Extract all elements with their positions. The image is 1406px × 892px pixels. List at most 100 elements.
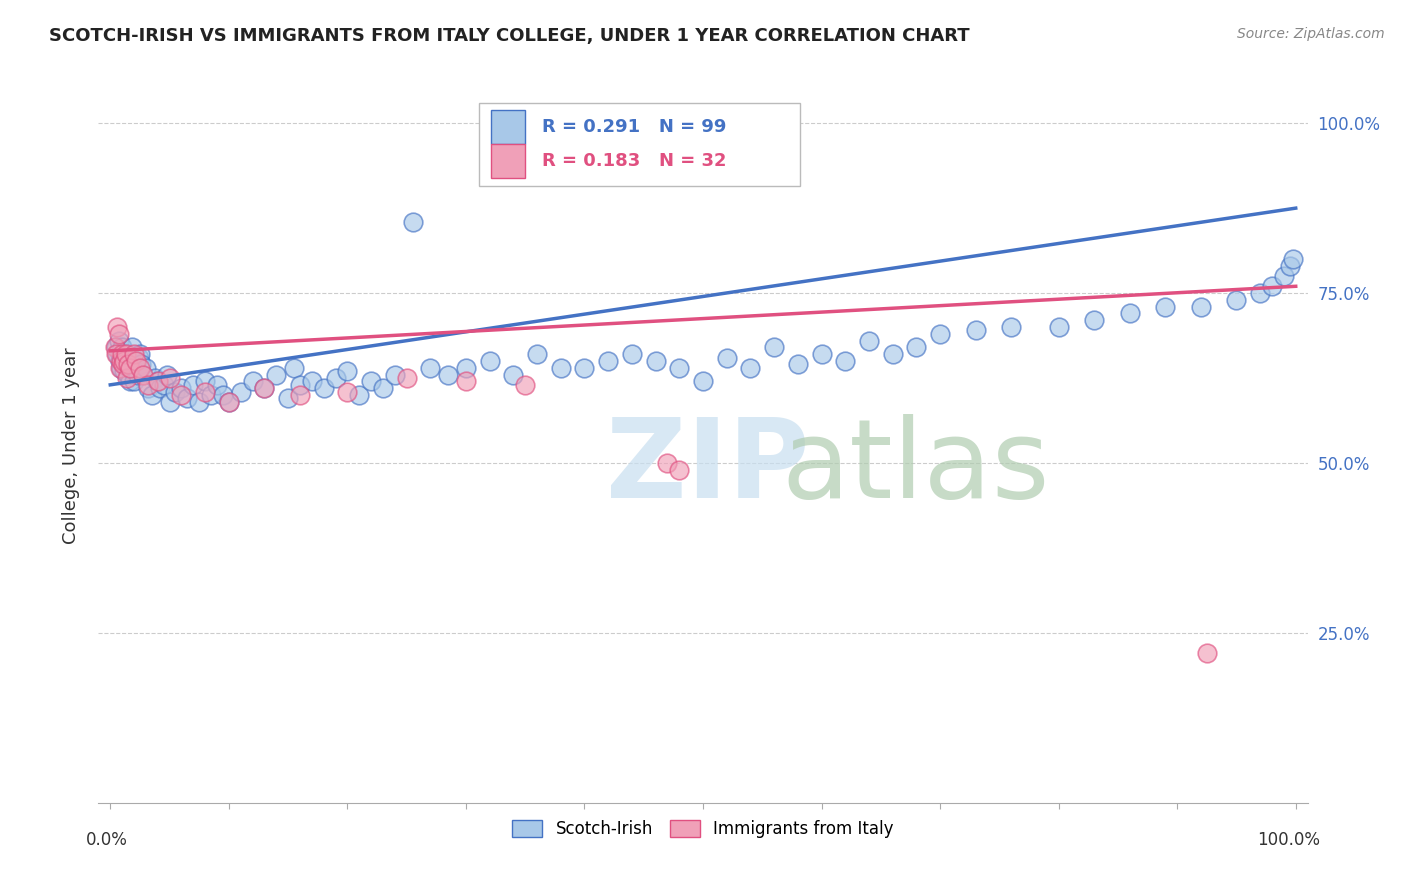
Point xyxy=(834,354,856,368)
Point xyxy=(181,377,204,392)
Point xyxy=(118,360,141,375)
Text: SCOTCH-IRISH VS IMMIGRANTS FROM ITALY COLLEGE, UNDER 1 YEAR CORRELATION CHART: SCOTCH-IRISH VS IMMIGRANTS FROM ITALY CO… xyxy=(49,27,970,45)
Point xyxy=(132,368,155,382)
Point xyxy=(437,368,460,382)
Point xyxy=(170,381,193,395)
Point xyxy=(129,358,152,372)
Point xyxy=(550,360,572,375)
Point xyxy=(141,388,163,402)
Point xyxy=(929,326,952,341)
Point xyxy=(159,371,181,385)
Point xyxy=(218,394,240,409)
Point xyxy=(114,354,136,368)
Point xyxy=(128,351,150,365)
Point xyxy=(1272,269,1295,284)
Point xyxy=(107,334,129,348)
Point xyxy=(882,347,904,361)
Point xyxy=(1225,293,1247,307)
Point xyxy=(620,347,643,361)
Point xyxy=(515,377,537,392)
Point xyxy=(108,354,131,368)
Point xyxy=(371,381,394,395)
Point xyxy=(105,347,128,361)
Point xyxy=(149,381,172,395)
Point xyxy=(127,368,149,382)
Point xyxy=(110,360,132,375)
Point xyxy=(401,215,423,229)
Point xyxy=(125,354,148,368)
Text: atlas: atlas xyxy=(782,414,1050,521)
Point xyxy=(336,364,359,378)
Point xyxy=(1261,279,1284,293)
Point xyxy=(170,388,193,402)
Point xyxy=(502,368,524,382)
Point xyxy=(117,358,139,372)
Point xyxy=(336,384,359,399)
Point xyxy=(454,375,477,389)
Point xyxy=(347,388,370,402)
Point xyxy=(644,354,666,368)
Text: ZIP: ZIP xyxy=(606,414,810,521)
Point xyxy=(810,347,832,361)
Point xyxy=(146,375,169,389)
Point xyxy=(1000,320,1022,334)
Point xyxy=(132,368,155,382)
Point xyxy=(1083,313,1105,327)
Point xyxy=(253,381,276,395)
Point xyxy=(1189,300,1212,314)
Point xyxy=(105,341,128,355)
Point xyxy=(108,347,131,361)
Point xyxy=(360,375,382,389)
Point xyxy=(229,384,252,399)
Point xyxy=(114,347,136,361)
Point xyxy=(114,354,136,368)
Point xyxy=(574,360,596,375)
Point xyxy=(108,360,131,375)
Point xyxy=(105,347,128,361)
Point xyxy=(122,347,145,361)
Point xyxy=(965,323,987,337)
Point xyxy=(122,375,145,389)
Point xyxy=(218,394,240,409)
Text: 100.0%: 100.0% xyxy=(1257,831,1320,849)
Point xyxy=(598,354,620,368)
Point xyxy=(858,334,880,348)
Point xyxy=(312,381,335,395)
Point xyxy=(668,463,690,477)
Point xyxy=(120,375,142,389)
Y-axis label: College, Under 1 year: College, Under 1 year xyxy=(62,348,80,544)
Point xyxy=(146,375,169,389)
Point xyxy=(121,354,143,368)
Point xyxy=(136,381,159,395)
Point xyxy=(716,351,738,365)
Point xyxy=(1249,286,1271,301)
Point xyxy=(115,371,138,385)
Point xyxy=(121,341,143,355)
Point xyxy=(395,371,418,385)
Point xyxy=(288,388,311,402)
Point xyxy=(205,377,228,392)
Point xyxy=(194,375,217,389)
Point xyxy=(212,388,235,402)
Point xyxy=(112,358,135,372)
Point xyxy=(111,347,134,361)
Point xyxy=(763,341,786,355)
Text: 0.0%: 0.0% xyxy=(86,831,128,849)
Point xyxy=(657,456,679,470)
Point xyxy=(419,360,441,375)
Text: R = 0.291   N = 99: R = 0.291 N = 99 xyxy=(543,118,727,136)
Point xyxy=(117,347,139,361)
Point xyxy=(325,371,347,385)
Point xyxy=(129,347,152,361)
Point xyxy=(112,358,135,372)
Point xyxy=(1195,646,1218,660)
Point xyxy=(786,358,808,372)
Point xyxy=(1119,306,1142,320)
Point xyxy=(384,368,406,382)
Point xyxy=(125,354,148,368)
Point xyxy=(156,368,179,382)
FancyBboxPatch shape xyxy=(479,103,800,186)
Point xyxy=(165,384,187,399)
Point xyxy=(1282,252,1305,266)
Text: Source: ZipAtlas.com: Source: ZipAtlas.com xyxy=(1237,27,1385,41)
